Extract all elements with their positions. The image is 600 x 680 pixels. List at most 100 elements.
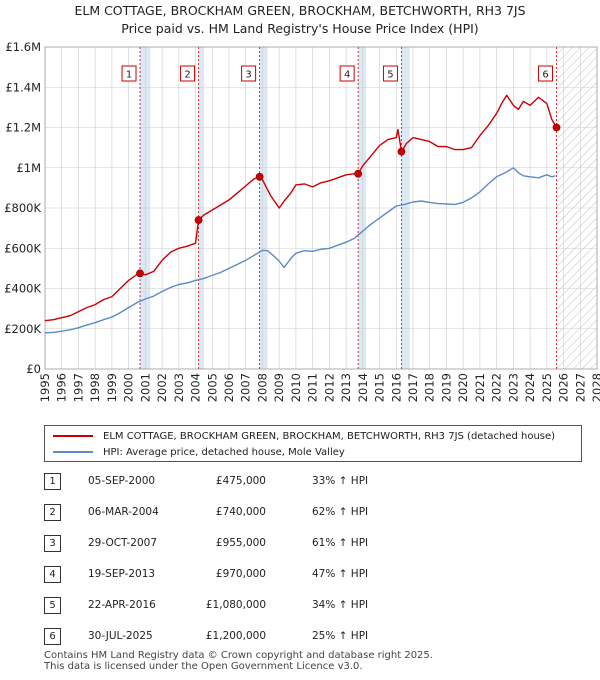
x-tick-label: 2014 — [356, 373, 370, 402]
x-tick-label: 2015 — [373, 373, 387, 402]
sale-hpi-change: 62% ↑ HPI — [312, 506, 369, 518]
x-tick-label: 1996 — [55, 373, 69, 402]
y-tick-label: £0 — [26, 362, 41, 376]
x-tick-label: 2008 — [255, 373, 269, 402]
sale-marker-6 — [552, 123, 561, 132]
y-tick-label: £800K — [4, 201, 41, 215]
x-tick-label: 2004 — [189, 373, 203, 402]
y-tick-label: £600K — [4, 241, 41, 255]
x-tick-label: 1997 — [71, 373, 85, 402]
x-tick-label: 2020 — [456, 373, 470, 402]
x-tick-label: 2028 — [590, 373, 600, 402]
sale-date: 06-MAR-2004 — [88, 506, 159, 518]
legend-label-property: ELM COTTAGE, BROCKHAM GREEN, BROCKHAM, B… — [103, 430, 556, 442]
table-row: 1 05-SEP-2000 £475,000 33% ↑ HPI — [44, 473, 444, 493]
sale-hpi-change: 47% ↑ HPI — [312, 568, 369, 580]
chart-title-line1: ELM COTTAGE, BROCKHAM GREEN, BROCKHAM, B… — [74, 3, 526, 18]
sale-date: 30-JUL-2025 — [88, 630, 153, 642]
x-tick-label: 2023 — [506, 373, 520, 402]
sale-hpi-change: 61% ↑ HPI — [312, 537, 369, 549]
table-row: 4 19-SEP-2013 £970,000 47% ↑ HPI — [44, 566, 444, 586]
sale-number: 5 — [44, 597, 61, 614]
sale-date: 19-SEP-2013 — [88, 568, 156, 580]
x-tick-label: 2010 — [289, 373, 303, 402]
y-tick-label: £1.2M — [5, 121, 41, 135]
sale-price: £1,080,000 — [205, 599, 266, 611]
x-tick-label: 2022 — [490, 373, 504, 402]
x-tick-label: 2005 — [205, 373, 219, 402]
sale-date: 05-SEP-2000 — [88, 475, 156, 487]
legend: ELM COTTAGE, BROCKHAM GREEN, BROCKHAM, B… — [44, 425, 582, 462]
sale-box-4 — [339, 65, 355, 82]
sale-hpi-change: 34% ↑ HPI — [312, 599, 369, 611]
sale-number: 3 — [44, 535, 61, 552]
x-tick-label: 2025 — [540, 373, 554, 402]
x-tick-label: 2027 — [573, 373, 587, 402]
sale-price: £970,000 — [215, 568, 266, 580]
x-tick-label: 2016 — [389, 373, 403, 402]
x-tick-label: 2011 — [306, 373, 320, 402]
sale-price: £740,000 — [215, 506, 266, 518]
chart-title-line2: Price paid vs. HM Land Registry's House … — [121, 21, 479, 36]
sale-number: 2 — [44, 504, 61, 521]
legend-swatch-property — [53, 435, 93, 437]
sale-number: 4 — [44, 566, 61, 583]
table-row: 3 29-OCT-2007 £955,000 61% ↑ HPI — [44, 535, 444, 555]
sale-box-5 — [382, 65, 398, 82]
sale-hpi-change: 33% ↑ HPI — [312, 475, 369, 487]
x-tick-label: 2019 — [439, 373, 453, 402]
sale-marker-4 — [354, 169, 363, 178]
x-tick-label: 1995 — [38, 373, 52, 402]
legend-item-property: ELM COTTAGE, BROCKHAM GREEN, BROCKHAM, B… — [53, 429, 555, 443]
table-row: 2 06-MAR-2004 £740,000 62% ↑ HPI — [44, 504, 444, 524]
x-tick-label: 2024 — [523, 373, 537, 402]
y-tick-label: £1.4M — [5, 80, 41, 94]
hpi-line — [44, 167, 556, 334]
x-tick-label: 2002 — [155, 373, 169, 402]
sale-box-3 — [241, 65, 257, 82]
x-tick-label: 2018 — [423, 373, 437, 402]
sale-price: £475,000 — [215, 475, 266, 487]
sale-box-2 — [180, 65, 196, 82]
x-tick-label: 2007 — [239, 373, 253, 402]
sale-marker-3 — [255, 172, 264, 181]
chart-title: ELM COTTAGE, BROCKHAM GREEN, BROCKHAM, B… — [0, 2, 600, 38]
legend-swatch-hpi — [53, 451, 93, 453]
x-tick-label: 2003 — [172, 373, 186, 402]
x-tick-label: 2000 — [122, 373, 136, 402]
y-tick-label: £400K — [4, 282, 41, 296]
x-tick-label: 2013 — [339, 373, 353, 402]
legend-item-hpi: HPI: Average price, detached house, Mole… — [53, 445, 345, 459]
footer-copyright: Contains HM Land Registry data © Crown c… — [44, 650, 433, 661]
sale-price: £1,200,000 — [205, 630, 266, 642]
legend-label-hpi: HPI: Average price, detached house, Mole… — [103, 446, 345, 458]
plot-frame — [44, 46, 598, 370]
sale-box-label-5: 5 — [387, 70, 393, 81]
table-row: 5 22-APR-2016 £1,080,000 34% ↑ HPI — [44, 597, 444, 617]
x-tick-label: 2001 — [138, 373, 152, 402]
sale-number: 1 — [44, 473, 61, 490]
x-tick-label: 2017 — [406, 373, 420, 402]
sale-date: 22-APR-2016 — [88, 599, 156, 611]
y-tick-label: £1M — [16, 161, 41, 175]
x-tick-label: 2009 — [272, 373, 286, 402]
sale-marker-2 — [194, 216, 203, 224]
sale-box-label-1: 1 — [126, 70, 132, 81]
table-row: 6 30-JUL-2025 £1,200,000 25% ↑ HPI — [44, 628, 444, 648]
sale-hpi-change: 25% ↑ HPI — [312, 630, 369, 642]
sale-box-label-4: 4 — [344, 70, 350, 81]
sale-box-label-3: 3 — [245, 70, 251, 81]
x-tick-label: 1999 — [105, 373, 119, 402]
footer-licence: This data is licensed under the Open Gov… — [44, 660, 363, 672]
x-tick-label: 2012 — [322, 373, 336, 402]
y-tick-label: £1.6M — [5, 40, 41, 54]
sale-box-6 — [538, 65, 554, 82]
sale-number: 6 — [44, 628, 61, 645]
y-tick-label: £200K — [4, 322, 41, 336]
sale-date: 29-OCT-2007 — [88, 537, 157, 549]
sale-box-1 — [121, 65, 137, 82]
x-tick-label: 2006 — [222, 373, 236, 402]
x-tick-label: 2026 — [557, 373, 571, 402]
x-tick-label: 1998 — [88, 373, 102, 402]
footer: Contains HM Land Registry data © Crown c… — [44, 650, 433, 672]
